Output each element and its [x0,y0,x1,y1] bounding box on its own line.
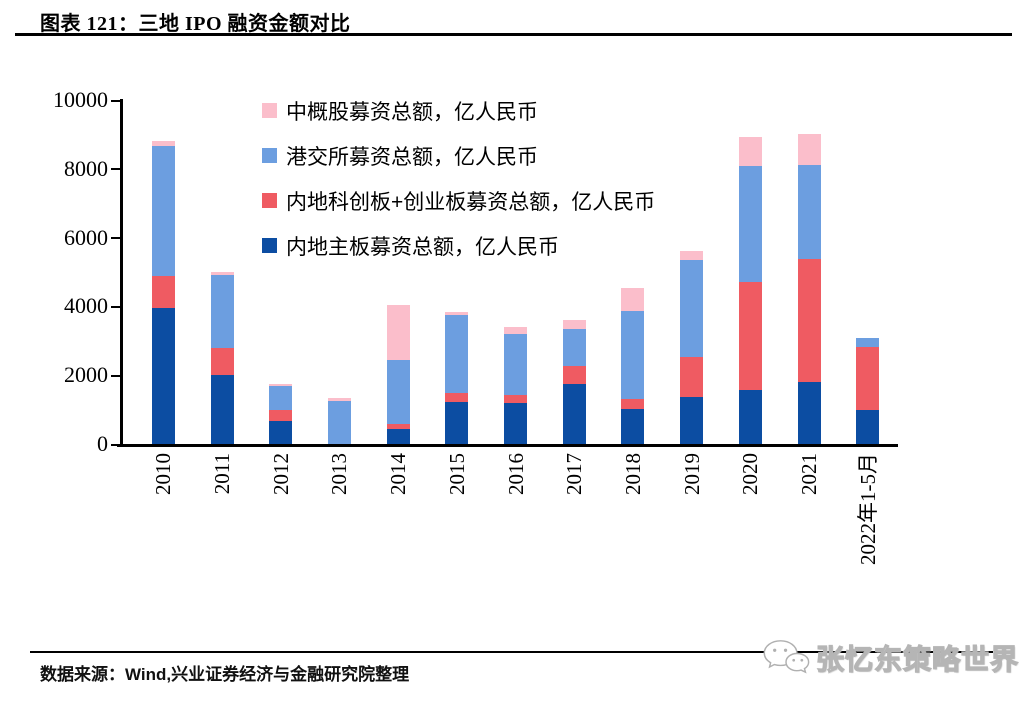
legend-swatch [262,238,277,253]
bar-segment [269,386,293,411]
x-category-label: 2011 [210,453,234,495]
y-tick-label: 10000 [53,87,108,112]
x-axis-line [117,444,898,447]
wechat-icon [763,640,810,674]
bar-segment [210,271,234,275]
bar-segment [210,374,234,444]
bar-segment [210,274,234,349]
bar-segment [504,327,527,335]
x-category-label: 2018 [620,453,645,495]
y-tick-label: 8000 [64,155,108,181]
figure-title: 图表 121：三地 IPO 融资金额对比 [40,13,351,35]
bar-segment [386,428,410,444]
legend-item: 内地科创板+创业板募资总额，亿人民币 [262,178,655,223]
bar-segment [680,250,704,261]
bar-segment [680,396,704,444]
y-tick [111,374,120,377]
y-tick [111,443,120,446]
x-category-label: 2010 [151,453,176,495]
bar-segment [562,319,586,330]
bar-segment [504,403,527,444]
legend-item: 中概股募资总额，亿人民币 [262,88,655,133]
legend-item: 内地主板募资总额，亿人民币 [262,223,655,268]
watermark: 张忆东策略世界 [762,638,1019,678]
bar-segment [621,398,645,409]
bar-segment [327,398,351,401]
watermark-text: 张忆东策略世界 [815,643,1020,675]
legend-label: 中概股募资总额，亿人民币 [286,100,538,124]
bar-segment [738,166,762,282]
y-tick [111,237,120,240]
bar-segment [445,314,469,393]
bar-segment [151,145,175,277]
bar-segment [269,384,293,387]
x-category-label: 2012 [268,453,293,495]
bar-segment [445,392,469,403]
bar-segment [504,394,527,404]
bar-segment [445,402,469,444]
bar-segment [327,400,351,444]
x-category-label: 2014 [386,453,411,495]
bar-segment [621,288,645,311]
bar-segment [562,366,586,384]
legend-swatch [262,103,277,118]
bar-segment [680,260,704,358]
legend-label: 内地科创板+创业板募资总额，亿人民币 [286,190,656,214]
bar-segment [269,410,293,422]
bar-segment [562,383,586,444]
legend-label: 港交所募资总额，亿人民币 [286,145,538,169]
y-tick-label: 0 [97,431,108,456]
x-category-label: 2021 [797,453,821,495]
bar-segment [797,165,821,260]
bar-segment [151,276,175,309]
bar-segment [269,421,293,444]
bar-segment [738,137,762,167]
y-tick-label: 2000 [64,362,108,388]
bar-segment [562,329,586,367]
bar-segment [797,133,821,166]
bar-segment [151,308,175,444]
x-category-label: 2013 [327,453,352,495]
x-category-label: 2020 [738,453,763,495]
bar-segment [386,304,410,360]
chart-legend: 中概股募资总额，亿人民币 港交所募资总额，亿人民币内地科创板+创业板募资总额，亿人… [262,88,655,268]
bar-segment [856,338,880,347]
y-axis-line [120,99,123,447]
source-note: 数据来源：Wind,兴业证券经济与金融研究院整理 [40,665,410,684]
bar-segment [621,408,645,444]
bar-segment [856,346,880,411]
bar-segment [445,312,469,315]
bar-segment [738,281,762,390]
bar-segment [504,334,527,395]
bar-segment [210,348,234,375]
bar-segment [797,381,821,444]
ipo-stacked-bar-chart: 中概股募资总额，亿人民币 港交所募资总额，亿人民币内地科创板+创业板募资总额，亿人… [0,40,1027,640]
bar-segment [386,359,410,424]
y-tick [111,168,120,171]
bar-segment [621,310,645,399]
y-tick-label: 4000 [64,293,108,319]
y-tick-label: 6000 [64,224,108,250]
footer-divider [30,651,993,653]
x-category-label: 2015 [444,453,469,495]
y-tick [111,99,120,102]
title-divider [15,33,1012,36]
x-category-label: 2022年1-5月 [855,453,880,565]
x-category-label: 2016 [503,453,528,495]
x-category-label: 2017 [562,453,587,495]
legend-item: 港交所募资总额，亿人民币 [262,133,655,178]
x-category-label: 2019 [679,453,704,495]
legend-label: 内地主板募资总额，亿人民币 [286,235,559,259]
bar-segment [386,423,410,429]
bar-segment [856,410,880,444]
legend-swatch [262,193,277,208]
bar-segment [680,357,704,397]
bar-segment [738,389,762,444]
bar-segment [797,259,821,382]
legend-swatch [262,148,277,163]
bar-segment [151,140,175,146]
y-tick [111,305,120,308]
